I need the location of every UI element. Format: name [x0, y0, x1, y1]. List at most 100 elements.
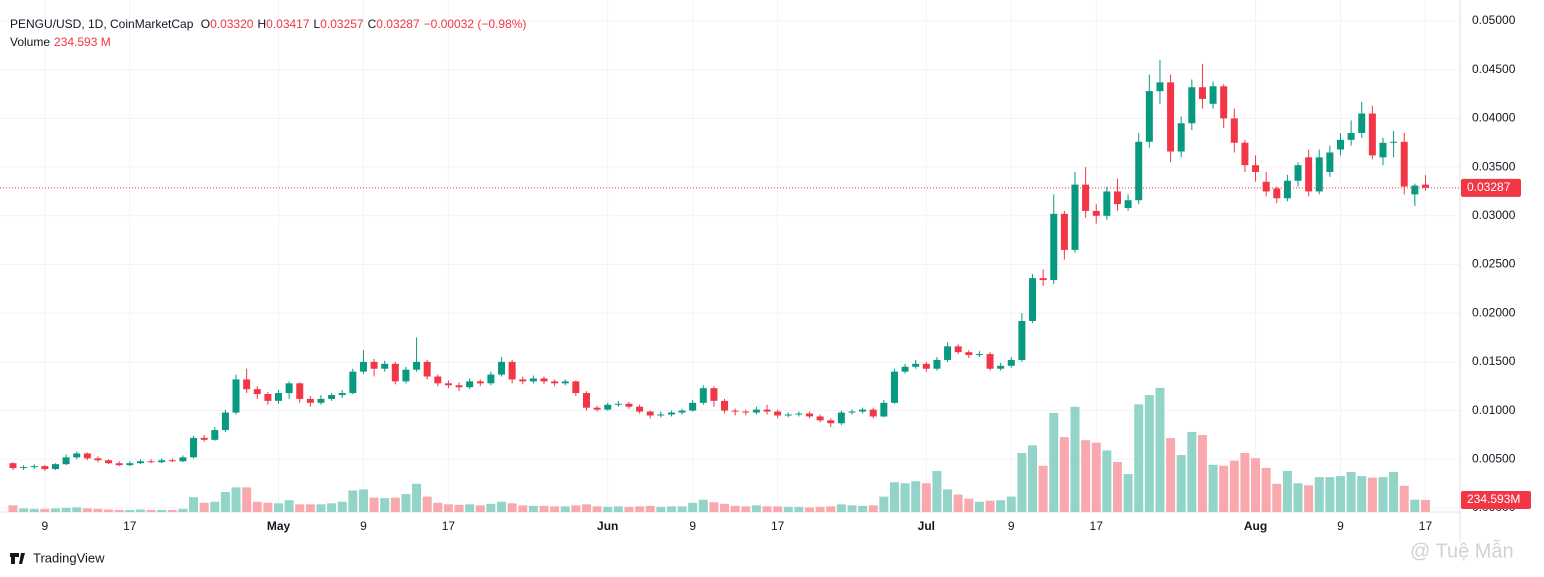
volume-bar [40, 508, 50, 512]
candle-body [529, 378, 537, 382]
candle-body [933, 359, 941, 369]
volume-bar [507, 503, 517, 512]
y-tick-label: 0.04500 [1472, 62, 1516, 76]
candle-body [1209, 86, 1217, 104]
x-tick-label: 17 [442, 519, 456, 533]
candle-body [1241, 142, 1249, 166]
volume-bar [358, 489, 368, 512]
x-tick-label: 9 [360, 519, 367, 533]
volume-bar [645, 505, 655, 512]
volume-bar [465, 504, 475, 512]
candle-body [816, 416, 824, 421]
candle-body [1029, 278, 1037, 321]
candle-body [827, 420, 835, 424]
candle-body [338, 393, 346, 396]
volume-bar [1197, 435, 1207, 512]
volume-bar [422, 496, 432, 512]
candle-body [519, 379, 527, 382]
candle-body [731, 410, 739, 412]
candle-body [158, 460, 166, 463]
ohlc-value: 0.03257 [320, 17, 364, 31]
volume-bar [1059, 437, 1069, 512]
volume-bar [900, 483, 910, 512]
candle-body [179, 457, 187, 462]
candle-body [922, 363, 930, 369]
candle-body [944, 346, 952, 360]
last-price-label: 0.03287 [1467, 180, 1511, 194]
volume-bar [1219, 465, 1229, 512]
volume-bar [1155, 387, 1165, 512]
candle-body [20, 467, 28, 469]
candle-body [1188, 87, 1196, 124]
candle-body [328, 395, 336, 399]
x-tick-label: Jun [597, 519, 618, 533]
candle-body [1039, 278, 1047, 281]
volume-bar [72, 507, 82, 512]
volume-bar [327, 503, 337, 512]
candle-body [1421, 184, 1429, 188]
volume-bar [985, 500, 995, 512]
candle-body [869, 409, 877, 417]
volume-bar [911, 481, 921, 512]
candle-body [1135, 141, 1143, 201]
x-tick-label: 9 [42, 519, 49, 533]
candle-body [381, 363, 389, 369]
branding-logo [10, 553, 25, 564]
candle-body [975, 354, 983, 356]
x-tick-label: 9 [1008, 519, 1015, 533]
y-tick-label: 0.01500 [1472, 354, 1516, 368]
candle-body [1177, 123, 1185, 152]
candle-body [105, 460, 113, 464]
volume-bar [815, 506, 825, 512]
volume-bar [61, 507, 71, 512]
candle-body [317, 398, 325, 403]
volume-bar [1410, 499, 1420, 512]
candle-body [136, 461, 144, 464]
y-tick-label: 0.05000 [1472, 13, 1516, 27]
candle-body [636, 406, 644, 412]
candle-body [1368, 113, 1376, 156]
volume-bar [189, 497, 199, 512]
candle-body [582, 393, 590, 408]
candle-body [1167, 82, 1175, 152]
candle-body [73, 453, 81, 458]
candle-body [880, 402, 888, 417]
volume-bar [1282, 470, 1292, 512]
volume-bar [581, 504, 591, 512]
volume-bar [104, 509, 114, 512]
volume-bar [1017, 453, 1027, 512]
candle-body [126, 463, 134, 466]
candle-body [657, 414, 665, 416]
volume-bar [847, 505, 857, 512]
candle-body [359, 361, 367, 372]
candle-body [498, 361, 506, 375]
y-tick-label: 0.02000 [1472, 305, 1516, 319]
volume-bar [1336, 476, 1345, 512]
x-tick-label: Jul [918, 519, 935, 533]
candle-body [710, 388, 718, 401]
volume-bar [497, 501, 507, 512]
x-tick-label: Aug [1244, 519, 1267, 533]
candle-body [1400, 141, 1408, 187]
volume-bar [454, 504, 464, 512]
volume-bar [1251, 458, 1261, 512]
ohlc-key: C [367, 17, 377, 31]
candle-body [349, 371, 357, 394]
candle-body [572, 381, 580, 394]
volume-bar [1187, 431, 1197, 512]
volume-bar [380, 498, 390, 512]
volume-bar [730, 505, 740, 512]
candle-body [168, 460, 176, 462]
candle-body [954, 346, 962, 353]
candle-body [1390, 141, 1398, 143]
candle-body [211, 430, 219, 440]
volume-bar [1134, 404, 1144, 512]
candle-body [1124, 200, 1132, 209]
volume-bar [783, 506, 793, 512]
volume-value: 234.593 M [54, 35, 111, 49]
volume-bar [868, 505, 878, 512]
symbol-title: PENGU/USD, 1D, CoinMarketCap [10, 17, 194, 31]
candle-body [848, 411, 856, 413]
volume-bar [603, 506, 613, 512]
